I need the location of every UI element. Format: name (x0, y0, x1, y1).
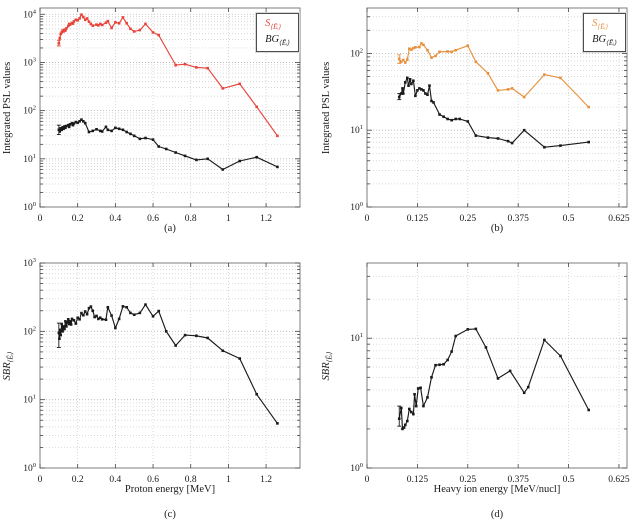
x-tick-labels: 0 0.125 0.25 0.375 0.5 0.625 (365, 475, 630, 485)
svg-text:102: 102 (23, 105, 36, 117)
svg-text:0.375: 0.375 (507, 475, 529, 485)
svg-text:0: 0 (365, 214, 370, 224)
svg-text:0.375: 0.375 (507, 214, 529, 224)
plot-box (366, 7, 628, 208)
plot-a: 0 0.2 0.4 0.6 0.8 1 1.2 100 101 102 103 104 Integrat… (2, 7, 301, 224)
series-line (398, 328, 590, 430)
svg-text:1.2: 1.2 (260, 214, 272, 224)
svg-text:101: 101 (23, 153, 36, 165)
plot-b: 0 0.125 0.25 0.375 0.5 0.625 100 101 102 Integrat… (321, 7, 630, 224)
series-line (58, 14, 278, 137)
legend: S⟨Ēᵢ⟩ BG⟨Ēᵢ⟩ (583, 13, 626, 53)
y-axis-label: Integrated PSL values (321, 62, 332, 154)
svg-text:0.5: 0.5 (563, 475, 575, 485)
series-line (58, 304, 278, 424)
subplot-a: 0 0.2 0.4 0.6 0.8 1 1.2 100 101 102 103 104 Integrat… (0, 0, 319, 250)
axis-ticks (39, 262, 300, 469)
svg-text:0.4: 0.4 (109, 475, 121, 485)
svg-text:0.25: 0.25 (459, 475, 476, 485)
legend-entry-signal: S⟨Ēᵢ⟩ (265, 18, 282, 32)
series-S (397, 42, 591, 109)
series-SBR (397, 327, 591, 431)
axis-ticks (366, 8, 627, 208)
svg-text:0: 0 (38, 214, 43, 224)
svg-text:101: 101 (23, 394, 36, 406)
svg-text:0.6: 0.6 (147, 214, 159, 224)
subplot-caption-b: (b) (490, 223, 504, 234)
x-axis-label: Heavy ion energy [MeV/nucl] (433, 484, 561, 495)
plot-box (39, 262, 301, 469)
subplot-caption-a: (a) (164, 223, 176, 234)
svg-text:103: 103 (23, 257, 36, 269)
legend-entry-background: BG⟨Ēᵢ⟩ (592, 34, 617, 48)
svg-text:0.2: 0.2 (72, 214, 84, 224)
y-axis-label: SBR⟨Ēᵢ⟩ (2, 351, 15, 380)
x-axis-label: Proton energy [MeV] (124, 484, 216, 495)
svg-text:100: 100 (23, 201, 36, 213)
legend: S⟨Ēᵢ⟩ BG⟨Ēᵢ⟩ (256, 13, 299, 53)
svg-text:0.25: 0.25 (459, 214, 476, 224)
legend-entry-signal: S⟨Ēᵢ⟩ (592, 18, 609, 32)
subplot-c: 0 0.2 0.4 0.6 0.8 1 1.2 100 101 102 103 SBR⟨Ēᵢ⟩ Pro… (0, 250, 319, 529)
x-tick-labels: 0 0.125 0.25 0.375 0.5 0.625 (365, 214, 630, 224)
series-BG (56, 118, 279, 171)
y-tick-labels: 100 101 (350, 332, 363, 474)
plot-d: 0 0.125 0.25 0.375 0.5 0.625 100 101 SBR⟨Ēᵢ⟩ (321, 262, 630, 485)
y-tick-labels: 100 101 102 103 (23, 257, 36, 474)
svg-text:0.5: 0.5 (563, 214, 575, 224)
series-SBR (56, 303, 279, 425)
gridlines (40, 263, 300, 468)
series-S (56, 13, 279, 138)
y-axis-label: SBR⟨Ēᵢ⟩ (321, 351, 334, 380)
subplot-caption-d: (d) (490, 509, 504, 520)
subplot-b: 0 0.125 0.25 0.375 0.5 0.625 100 101 102 Integrat… (319, 0, 638, 250)
svg-text:0.8: 0.8 (185, 214, 197, 224)
svg-text:0.6: 0.6 (147, 475, 159, 485)
axis-ticks (366, 263, 627, 469)
y-tick-labels: 100 101 102 (350, 47, 363, 213)
svg-text:0: 0 (365, 475, 370, 485)
svg-text:1: 1 (226, 475, 231, 485)
subplot-d: 0 0.125 0.25 0.375 0.5 0.625 100 101 SBR⟨Ēᵢ⟩ Hea… (319, 250, 638, 529)
legend-entry-background: BG⟨Ēᵢ⟩ (265, 34, 290, 48)
svg-text:0.125: 0.125 (407, 475, 429, 485)
svg-text:0.625: 0.625 (608, 214, 630, 224)
svg-text:102: 102 (350, 47, 363, 59)
series-BG (397, 76, 591, 149)
x-tick-labels: 0 0.2 0.4 0.6 0.8 1 1.2 (38, 214, 273, 224)
y-axis-label: Integrated PSL values (2, 62, 13, 154)
svg-text:102: 102 (23, 325, 36, 337)
y-tick-labels: 100 101 102 103 104 (23, 8, 37, 213)
svg-text:100: 100 (350, 201, 363, 213)
svg-text:100: 100 (23, 462, 36, 474)
series-line (398, 77, 589, 148)
svg-text:0.8: 0.8 (185, 475, 197, 485)
svg-text:0.625: 0.625 (608, 475, 630, 485)
gridlines (367, 8, 627, 207)
svg-text:1.2: 1.2 (260, 475, 272, 485)
svg-text:101: 101 (350, 124, 363, 136)
plot-box (39, 7, 301, 208)
svg-text:0.4: 0.4 (109, 214, 121, 224)
svg-text:104: 104 (23, 8, 37, 20)
plot-box (366, 262, 628, 469)
series-line (398, 42, 590, 108)
svg-text:101: 101 (350, 332, 363, 344)
svg-text:100: 100 (350, 462, 363, 474)
svg-text:0: 0 (38, 475, 43, 485)
svg-text:0.125: 0.125 (407, 214, 429, 224)
svg-text:0.2: 0.2 (72, 475, 84, 485)
svg-text:1: 1 (226, 214, 231, 224)
svg-text:103: 103 (23, 56, 36, 68)
subplot-caption-c: (c) (164, 509, 176, 520)
plot-c: 0 0.2 0.4 0.6 0.8 1 1.2 100 101 102 103 SBR⟨Ēᵢ⟩ (2, 257, 301, 485)
gridlines (367, 263, 627, 468)
x-tick-labels: 0 0.2 0.4 0.6 0.8 1 1.2 (38, 475, 273, 485)
